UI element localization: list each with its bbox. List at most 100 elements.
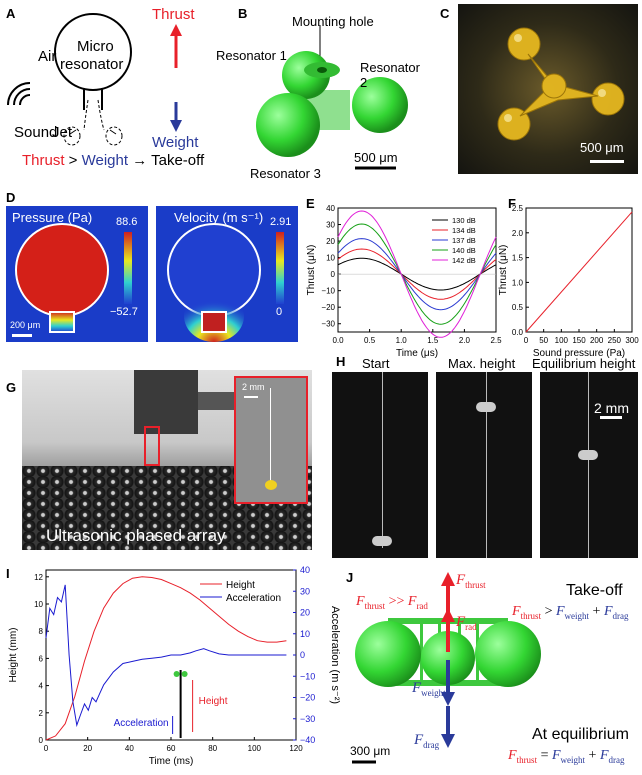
resonator-schematic [7,13,182,146]
series-line-137-dB [337,238,497,311]
pressure-field: Pressure (Pa) 88.6 −52.7 200 μm [6,206,148,342]
j-thrust-label: Fthrust [456,572,486,590]
panel-label-d: D [6,190,16,205]
inset-robot [173,671,180,677]
micro-label: Micro [77,38,114,55]
velocity-max: 2.91 [270,216,292,228]
y-tick-label: 2 [39,709,44,718]
mounting-hole-label: Mounting hole [292,14,374,29]
panel-label-j: J [346,570,354,585]
frame-equilibrium: 2 mm [540,372,638,558]
chart-e-thrust-vs-time: 0.0 0.5 1.0 1.5 2.0 2.5 −30 −20 −10 0 10 20 30 40 Time… [306,204,502,359]
inset-robot [181,671,188,677]
eq-thrust: Thrust [22,152,65,169]
label-start: Start [362,356,390,371]
phased-array-photo: 2 mm Ultrasonic phased array [22,370,312,550]
y-axis-label: Height (mm) [8,627,19,682]
y-tick-label: −10 [321,287,335,296]
thrust-line [525,211,633,333]
x-tick-label: 0.5 [364,336,376,345]
y-axis-label: Thrust (μN) [498,245,509,296]
weight-label: Weight [152,134,199,151]
series-line-140-dB [337,223,497,325]
jet-label: Jet [52,124,73,141]
sound-label: Sound [14,124,58,141]
y-tick-label: 0 [331,270,336,279]
j-scale-label: 300 μm [350,744,391,758]
y2-tick-label: −10 [300,671,315,681]
x-tick-label: 250 [608,336,622,345]
panel-b: B Mounting hole Resonator 1 Resonator 2 … [210,0,428,181]
y-tick-label: 6 [39,654,44,663]
j-equilibrium-title: At equilibrium [532,726,629,743]
y-tick-label: −30 [321,320,335,329]
y-tick-label: 1.0 [512,278,524,287]
inset-photo: 2 mm [234,376,308,504]
panel-label-i: I [6,566,10,581]
resonator-label: resonator [60,56,124,73]
j-equilibrium-eq: Fthrust = Fweight + Fdrag [508,748,625,765]
x-axis-label: Time (ms) [149,756,194,767]
j-drag-label: Fdrag [414,732,440,750]
pressure-title: Pressure (Pa) [12,210,93,225]
legend-label: 137 dB [452,236,476,245]
scale-bar-h [600,416,622,419]
y2-tick-label: 30 [300,586,310,596]
frame-start [332,372,428,558]
y-tick-label: 4 [39,682,44,691]
y2-tick-label: 0 [300,650,305,660]
x-tick-label: 150 [572,336,586,345]
panel-label-e: E [306,196,315,211]
y2-tick-label: 40 [300,565,310,575]
j-takeoff-title: Take-off [566,582,623,599]
x-tick-label: 20 [83,744,92,753]
resonator-2-label: Resonator 2 [360,60,420,90]
y-tick-label: 0.5 [512,303,524,312]
label-max-height: Max. height [448,356,516,371]
j-thrust-gg-rad: Fthrust >> Frad [356,594,428,611]
inset-acceleration-label: Acceleration [114,718,169,729]
y-tick-label: 2.0 [512,229,524,238]
x-tick-label: 0 [524,336,529,345]
thrust-label: Thrust [152,6,195,23]
x-tick-label: 2.5 [490,336,502,345]
x-tick-label: 120 [289,744,303,753]
phased-array-caption: Ultrasonic phased array [46,526,226,545]
scale-bar-g [244,396,258,398]
y2-axis-label: Acceleration (m s⁻²) [329,606,341,704]
panel-label-a: A [6,6,16,21]
x-tick-label: 40 [125,744,134,753]
x-axis-label: Time (μs) [396,348,438,359]
scale-bar-d [12,334,32,337]
velocity-field: Velocity (m s⁻¹) 2.91 0 [156,206,298,342]
robot-start [372,536,392,546]
y-tick-label: 20 [326,237,335,246]
x-tick-label: 300 [625,336,639,345]
pressure-min: −52.7 [110,306,138,318]
x-tick-label: 200 [590,336,604,345]
y-axis-label: Thrust (μN) [306,245,317,296]
x-tick-label: 0.0 [332,336,344,345]
resonator-1-label: Resonator 1 [216,48,287,63]
j-rad-label: Frad [456,614,477,632]
takeoff-condition: Thrust > Weight → Take-off [22,152,204,169]
scale-label-d: 200 μm [10,320,41,330]
x-tick-label: 1.5 [427,336,439,345]
legend-label: 134 dB [452,226,476,235]
x-axis-label: Sound pressure (Pa) [533,348,625,359]
chart-f-thrust-vs-pressure: 0 50 100 150 200 250 300 0.0 0.5 1.0 1.5 2.0 2.5 Soun… [498,204,639,359]
holder [134,370,198,434]
scale-label-g: 2 mm [242,382,265,392]
j-weight-label: Fweight [412,680,446,698]
panel-label-h: H [336,354,346,369]
legend-label: 140 dB [452,246,476,255]
y-tick-label: 0 [39,736,44,745]
series-line-134-dB [337,248,497,300]
x-tick-label: 50 [539,336,548,345]
x-tick-label: 100 [248,744,262,753]
series-line-height [45,576,287,741]
legend-label: Acceleration [226,593,281,604]
micro-resonator-photo: 500 μm [458,4,638,174]
scale-label-c: 500 μm [580,140,624,155]
legend-label: 142 dB [452,256,476,265]
